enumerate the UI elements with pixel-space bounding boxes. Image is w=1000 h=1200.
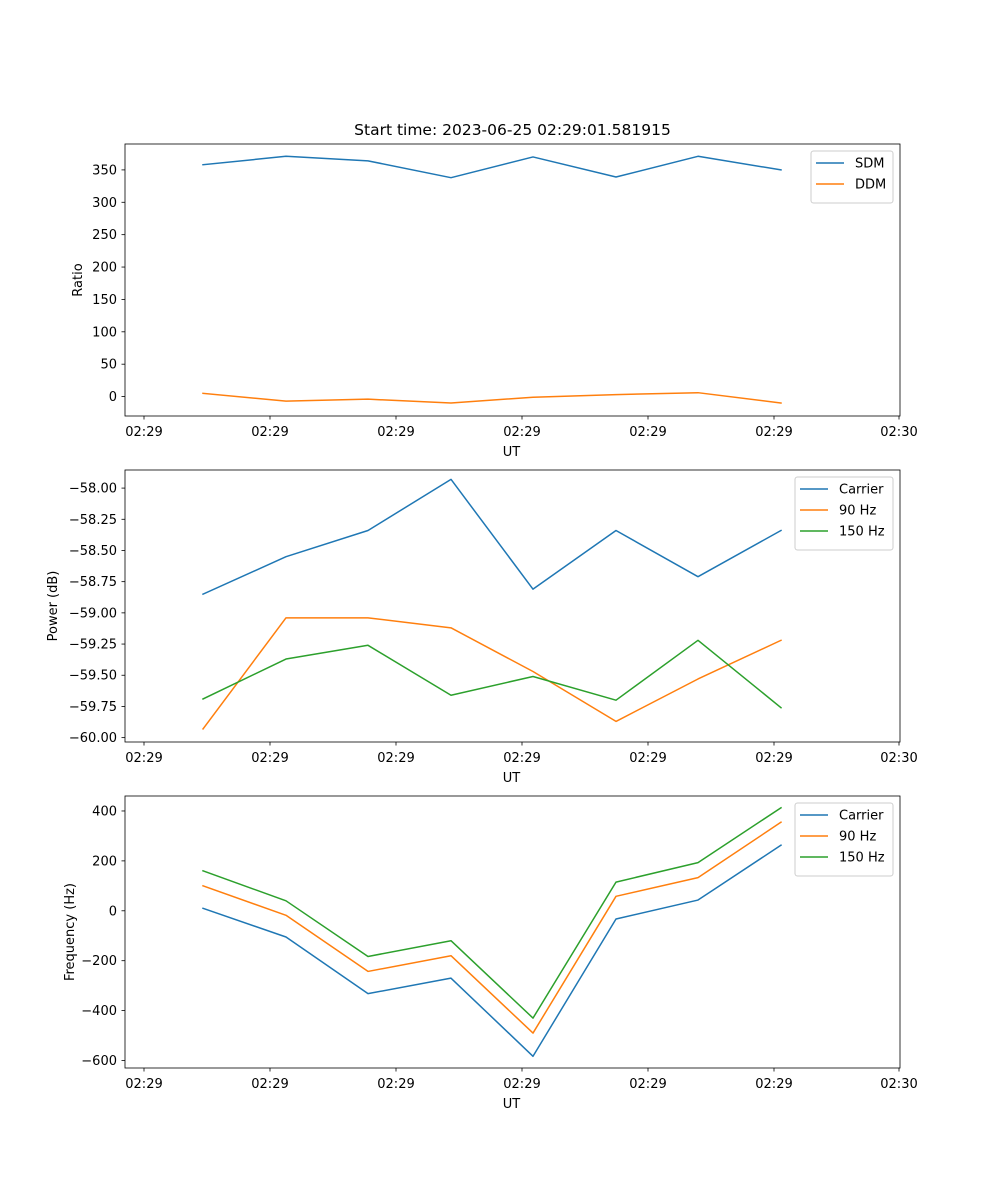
legend: SDM DDM [810,150,894,204]
x-tick-label: 02:30 [880,425,917,440]
series-line-150-hz [201,639,783,709]
y-tick-label: 250 [92,228,117,243]
y-tick-label: 150 [92,293,117,308]
chart-panel-1: Start time: 2023-06-25 02:29:01.58191502… [71,121,918,460]
x-tick-label: 02:30 [880,751,917,766]
y-axis-label: Ratio [71,263,86,296]
x-tick-label: 02:29 [629,751,666,766]
y-tick-label: −59.25 [69,638,117,653]
legend-label: 150 Hz [839,851,885,866]
x-tick-label: 02:29 [503,1077,540,1092]
y-axis-label: Power (dB) [46,571,61,642]
y-tick-label: −58.75 [69,575,117,590]
series-line-150-hz [202,806,783,1019]
legend: Carrier 90 Hz 150 Hz [794,802,894,877]
legend: Carrier 90 Hz 150 Hz [794,476,894,551]
series-line-90-hz [201,617,782,730]
y-tick-label: −59.00 [69,606,117,621]
x-tick-label: 02:29 [251,425,288,440]
series-line-ddm [202,391,782,404]
y-tick-label: −400 [81,1004,117,1019]
x-tick-label: 02:29 [125,425,162,440]
x-tick-label: 02:29 [251,751,288,766]
y-tick-label: 350 [92,163,117,178]
y-tick-label: 50 [100,358,117,373]
series-line-90-hz [202,821,783,1034]
legend-box [810,150,894,204]
legend-label: Carrier [839,483,884,498]
y-tick-label: 0 [109,904,117,919]
y-tick-label: −600 [81,1054,117,1069]
legend-label: SDM [855,157,884,172]
series-line-carrier [202,844,783,1058]
y-tick-label: −200 [81,954,117,969]
x-tick-label: 02:29 [503,425,540,440]
x-tick-label: 02:29 [377,425,414,440]
x-tick-label: 02:29 [755,751,792,766]
series-line-sdm [202,155,782,179]
x-tick-label: 02:29 [377,1077,414,1092]
y-tick-label: 200 [92,854,117,869]
x-axis-label: UT [503,771,521,786]
y-axis-label: Frequency (Hz) [63,883,78,981]
x-tick-label: 02:29 [503,751,540,766]
x-tick-label: 02:29 [125,1077,162,1092]
axes-frame [124,143,901,417]
x-tick-label: 02:29 [377,751,414,766]
chart-title: Start time: 2023-06-25 02:29:01.581915 [354,121,671,139]
y-tick-label: 0 [109,390,117,405]
legend-label: Carrier [839,809,884,824]
y-tick-label: −58.50 [69,544,117,559]
x-tick-label: 02:29 [251,1077,288,1092]
y-tick-label: −59.75 [69,700,117,715]
y-tick-label: 300 [92,196,117,211]
x-axis-label: UT [503,445,521,460]
legend-label: 90 Hz [839,504,876,519]
y-tick-label: −59.50 [69,669,117,684]
y-tick-label: −58.25 [69,513,117,528]
y-tick-label: −60.00 [69,731,117,746]
y-tick-label: 400 [92,804,117,819]
x-tick-label: 02:29 [629,425,666,440]
legend-label: DDM [855,178,886,193]
y-tick-label: −58.00 [69,482,117,497]
x-tick-label: 02:30 [880,1077,917,1092]
axes-frame [124,469,901,743]
x-tick-label: 02:29 [125,751,162,766]
x-tick-label: 02:29 [755,1077,792,1092]
x-axis-label: UT [503,1097,521,1112]
series-line-carrier [202,478,783,596]
axes-frame [124,795,901,1069]
legend-label: 150 Hz [839,525,885,540]
legend-label: 90 Hz [839,830,876,845]
chart-panel-3: 02:29 02:29 02:29 02:29 02:29 02:29 02:30 UT −60… [63,795,918,1112]
y-tick-label: 100 [92,325,117,340]
y-tick-label: 200 [92,261,117,276]
chart-panel-2: 02:29 02:29 02:29 02:29 02:29 02:29 02:30 UT −60… [46,469,918,786]
x-tick-label: 02:29 [755,425,792,440]
x-tick-label: 02:29 [629,1077,666,1092]
